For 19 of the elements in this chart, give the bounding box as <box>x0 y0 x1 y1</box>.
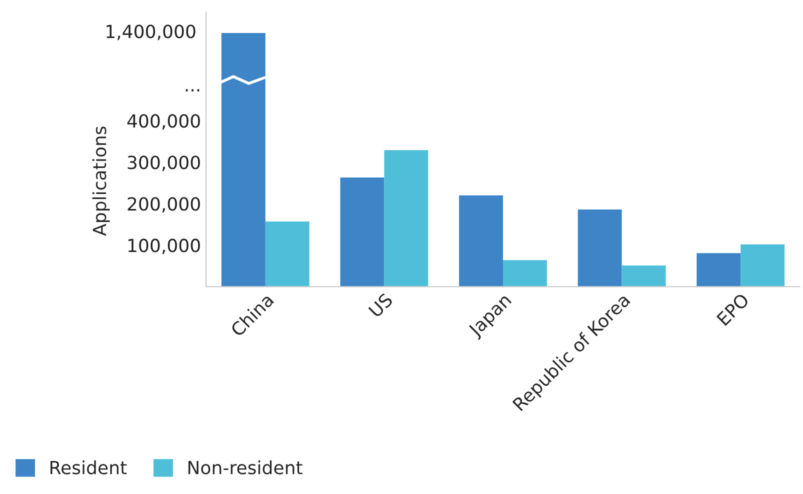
legend-label: Resident <box>50 460 127 474</box>
y-axis-title: Applications <box>92 126 110 236</box>
x-tick-label: US <box>368 292 394 318</box>
bar <box>459 195 503 287</box>
bar <box>265 222 310 287</box>
legend-label: Non-resident <box>188 460 302 474</box>
bar <box>340 178 384 287</box>
bar <box>740 244 785 287</box>
bar <box>696 253 741 287</box>
y-tick-label: 200,000 <box>128 197 200 213</box>
y-tick-label: ... <box>186 89 200 92</box>
bar <box>622 266 666 287</box>
y-tick-label: 100,000 <box>128 238 200 254</box>
text: 1,400,000 <box>106 24 196 40</box>
bar <box>384 150 428 287</box>
bar <box>578 210 622 287</box>
y-tick-label: 400,000 <box>127 114 200 130</box>
y-tick-label: 300,000 <box>128 156 200 172</box>
bar <box>503 260 547 287</box>
